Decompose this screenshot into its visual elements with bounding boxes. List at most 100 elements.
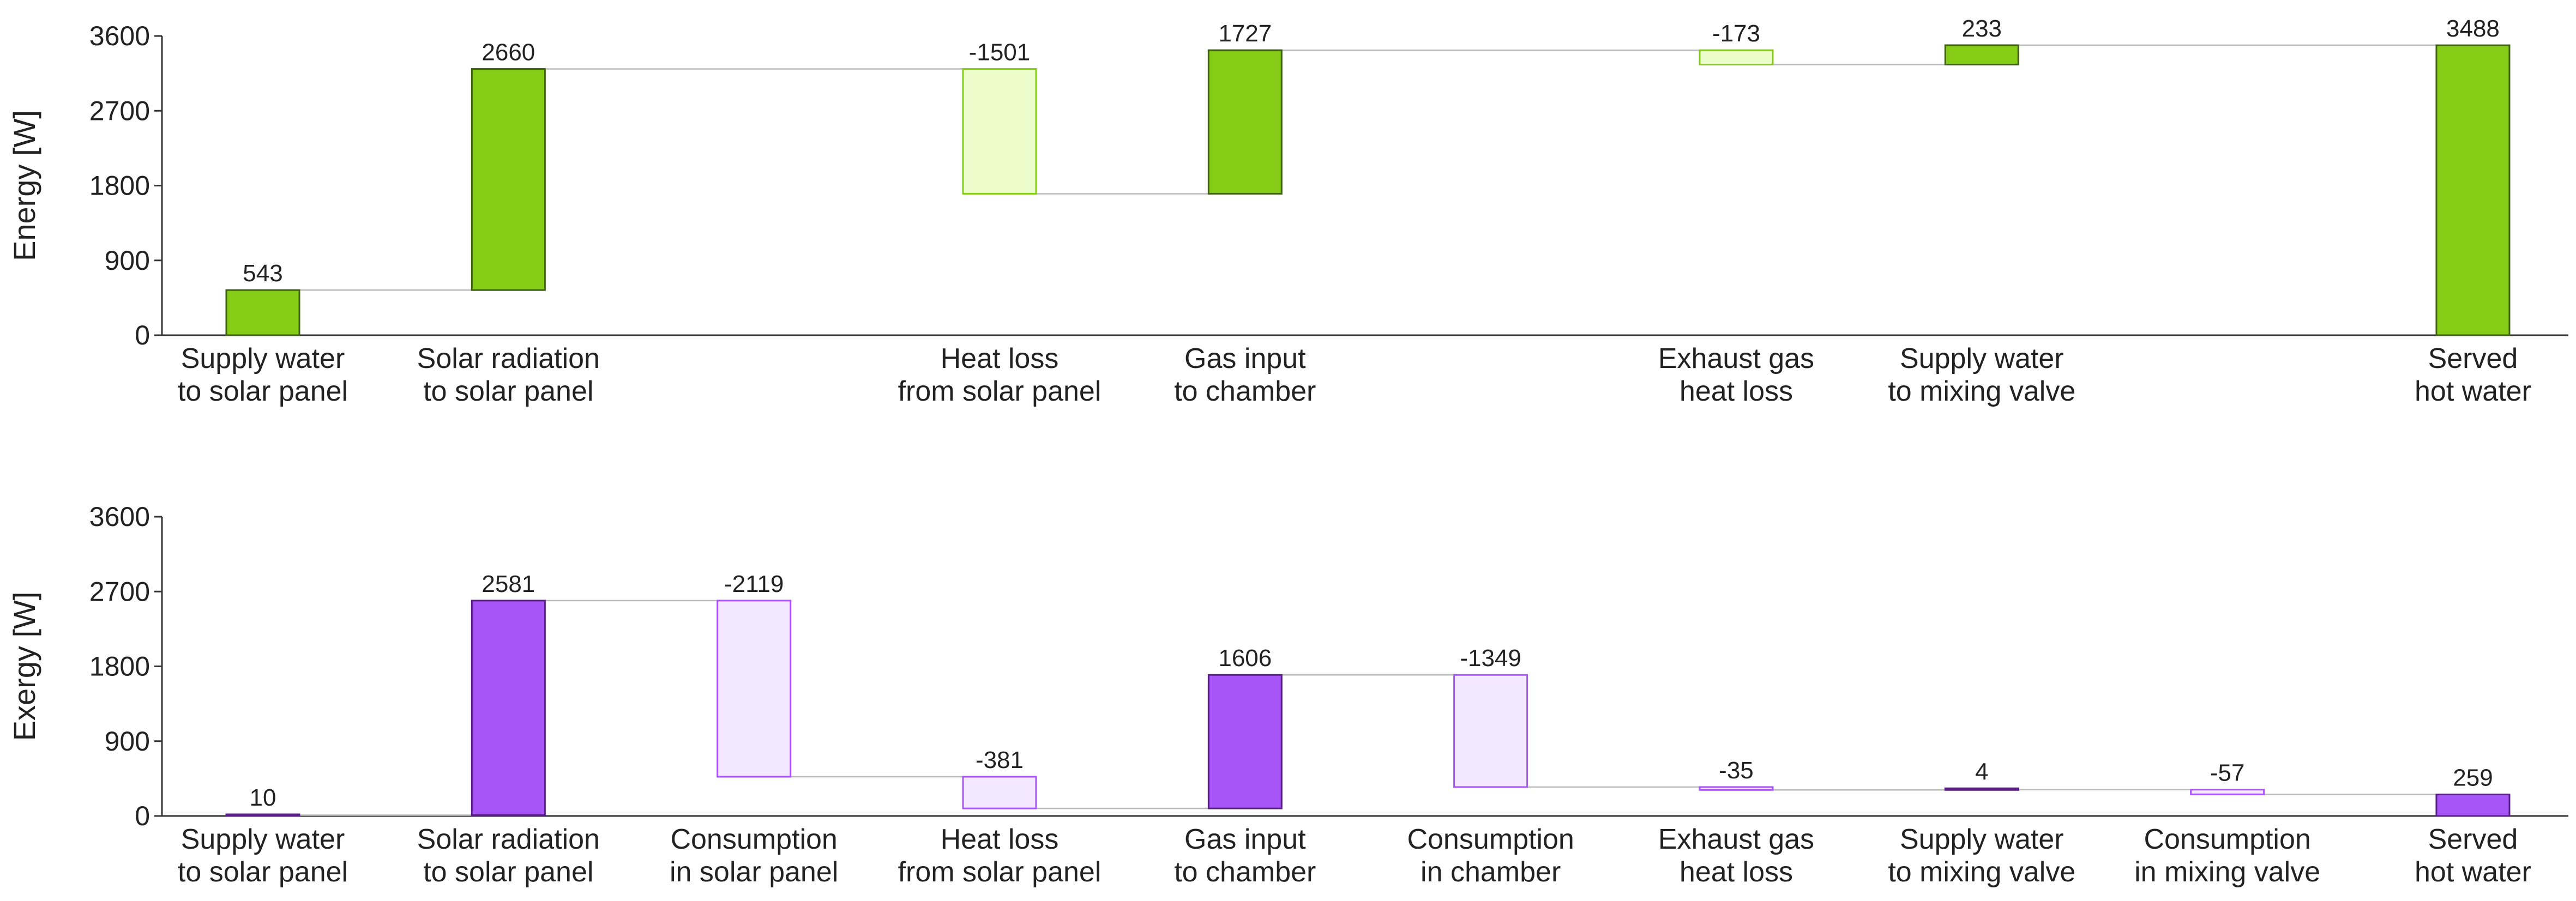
bar-7 [1699, 786, 1774, 791]
category-label-line: Heat loss [941, 343, 1059, 374]
category-label-line: Served [2428, 343, 2518, 374]
value-label-4: -381 [976, 747, 1024, 773]
bar-3 [717, 600, 792, 778]
y-tick-label: 2700 [89, 576, 150, 607]
bar-8 [1944, 787, 2019, 791]
category-label-6: Consumption in chamber [1407, 824, 1574, 888]
value-label-1: 543 [243, 260, 282, 287]
category-label-line: to mixing valve [1888, 856, 2075, 888]
category-label-line: heat loss [1680, 856, 1793, 888]
category-label-line: Consumption [670, 824, 837, 855]
y-tick-label: 1800 [89, 171, 150, 201]
value-label-8: 4 [1975, 758, 1988, 785]
bar-2 [471, 68, 546, 291]
category-label-line: Solar radiation [417, 343, 600, 374]
category-label-line: to solar panel [178, 856, 348, 888]
bar-8 [1944, 44, 2019, 65]
category-label-2: Solar radiation to solar panel [417, 343, 600, 407]
category-label-5: Gas input to chamber [1174, 824, 1316, 888]
y-tick-label: 1800 [89, 651, 150, 682]
y-tick-label: 2700 [89, 95, 150, 126]
value-label-7: -173 [1712, 20, 1760, 47]
bar-5 [1207, 674, 1283, 809]
bar-6 [1453, 674, 1528, 788]
category-label-7: Exhaust gas heat loss [1658, 824, 1814, 888]
y-tick-label: 900 [105, 245, 150, 276]
y-axis-title: Exergy [W] [7, 592, 41, 741]
bar-1 [225, 289, 300, 336]
bar-10 [2435, 44, 2511, 336]
y-tick-label: 3600 [89, 21, 150, 51]
category-label-line: from solar panel [898, 376, 1102, 407]
y-tick-label: 900 [105, 726, 150, 757]
value-label-8: 233 [1962, 15, 2002, 42]
value-label-10: 3488 [2446, 15, 2500, 42]
category-label-line: hot water [2415, 856, 2531, 888]
y-tick-label: 0 [135, 320, 150, 350]
category-label-line: from solar panel [898, 856, 1102, 888]
value-label-6: -1349 [1460, 645, 1521, 672]
category-label-line: to solar panel [423, 856, 593, 888]
category-label-3: Consumption in solar panel [670, 824, 838, 888]
exergy-waterfall-chart: 0 900 1800 2700 3600 Exergy [W] 10 2581 -2119 -38… [7, 501, 2568, 888]
bar-2 [471, 600, 546, 816]
category-label-line: Exhaust gas [1658, 824, 1814, 855]
category-label-1: Supply water to solar panel [178, 824, 348, 888]
value-label-4: -1501 [969, 39, 1031, 66]
category-label-line: in solar panel [670, 856, 838, 888]
category-label-5: Gas input to chamber [1174, 343, 1316, 407]
category-label-9: Consumption in mixing valve [2134, 824, 2320, 888]
value-label-7: -35 [1719, 757, 1754, 784]
category-label-line: Supply water [181, 343, 345, 374]
category-label-line: Exhaust gas [1658, 343, 1814, 374]
category-label-4: Heat loss from solar panel [898, 824, 1102, 888]
value-label-2: 2660 [482, 39, 535, 66]
bar-7 [1699, 49, 1774, 65]
bar-4 [962, 68, 1037, 195]
category-label-line: Heat loss [941, 824, 1059, 855]
category-label-line: Supply water [181, 824, 345, 855]
bar-10 [2435, 794, 2511, 817]
category-label-line: Consumption [1407, 824, 1574, 855]
value-label-10: 259 [2453, 765, 2493, 791]
value-label-2: 2581 [482, 571, 535, 597]
category-label-line: in mixing valve [2134, 856, 2320, 888]
category-label-line: Gas input [1184, 343, 1306, 374]
category-label-8: Supply water to mixing valve [1888, 824, 2075, 888]
value-label-3: -2119 [724, 571, 784, 597]
category-label-line: hot water [2415, 376, 2531, 407]
category-label-line: Supply water [1900, 824, 2064, 855]
category-label-line: Gas input [1184, 824, 1306, 855]
bar-4 [962, 776, 1037, 809]
category-label-line: in chamber [1421, 856, 1561, 888]
category-label-line: to mixing valve [1888, 376, 2075, 407]
category-label-line: to chamber [1174, 856, 1316, 888]
category-label-2: Solar radiation to solar panel [417, 824, 600, 888]
category-label-10: Served hot water [2415, 824, 2531, 888]
category-label-1: Supply water to solar panel [178, 343, 348, 407]
value-label-5: 1606 [1218, 645, 1272, 672]
category-label-10: Served hot water [2415, 343, 2531, 407]
category-label-line: to solar panel [178, 376, 348, 407]
value-label-1: 10 [250, 784, 276, 811]
bar-5 [1207, 49, 1283, 195]
category-label-7: Exhaust gas heat loss [1658, 343, 1814, 407]
y-tick-label: 3600 [89, 501, 150, 532]
category-label-line: heat loss [1680, 376, 1793, 407]
category-label-line: Supply water [1900, 343, 2064, 374]
y-tick-label: 0 [135, 801, 150, 831]
bar-9 [2190, 789, 2265, 795]
value-label-5: 1727 [1218, 20, 1272, 47]
category-label-line: to chamber [1174, 376, 1316, 407]
energy-waterfall-chart: 0 900 1800 2700 3600 Energy [W] 543 2660 -1501 17… [7, 15, 2568, 407]
category-label-line: to solar panel [423, 376, 593, 407]
category-label-line: Served [2428, 824, 2518, 855]
category-label-line: Solar radiation [417, 824, 600, 855]
category-label-4: Heat loss from solar panel [898, 343, 1102, 407]
category-label-8: Supply water to mixing valve [1888, 343, 2075, 407]
category-label-line: Consumption [2144, 824, 2310, 855]
bar-1 [225, 813, 300, 817]
y-axis-title: Energy [W] [7, 110, 41, 261]
value-label-9: -57 [2210, 760, 2245, 787]
